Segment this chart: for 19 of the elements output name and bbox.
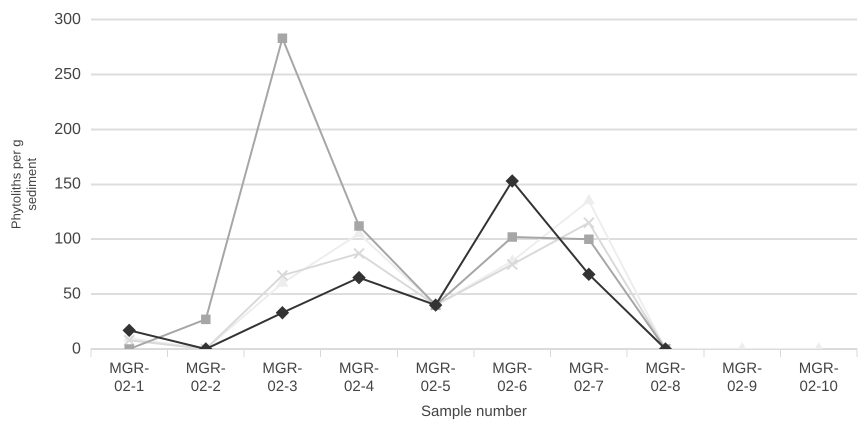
x-tick-label: MGR-02-2: [186, 360, 226, 396]
x-tick-label: MGR-02-9: [722, 360, 762, 396]
y-tick-label: 200: [54, 120, 81, 138]
x-tick-label: MGR-02-7: [568, 360, 609, 396]
y-tick-label: 250: [54, 66, 81, 83]
y-tick-label: 0: [72, 340, 81, 358]
y-tick-label: 150: [54, 176, 81, 193]
x-tick-label: MGR-02-8: [645, 360, 686, 396]
y-tick-label: 100: [54, 230, 81, 248]
y-axis-title: Phytoliths per g sediment: [8, 139, 39, 230]
y-tick-label: 300: [54, 11, 81, 28]
x-tick-label: MGR-02-1: [109, 360, 150, 396]
x-axis-title: Sample number: [421, 403, 527, 420]
x-tick-label: MGR-02-3: [262, 360, 302, 396]
x-tick-label: MGR-02-5: [416, 360, 456, 396]
x-tick-label: MGR-02-10: [798, 360, 839, 396]
x-tick-label: MGR-02-6: [492, 360, 532, 396]
x-tick-label: MGR-02-4: [339, 360, 380, 396]
y-tick-label: 50: [63, 286, 81, 303]
